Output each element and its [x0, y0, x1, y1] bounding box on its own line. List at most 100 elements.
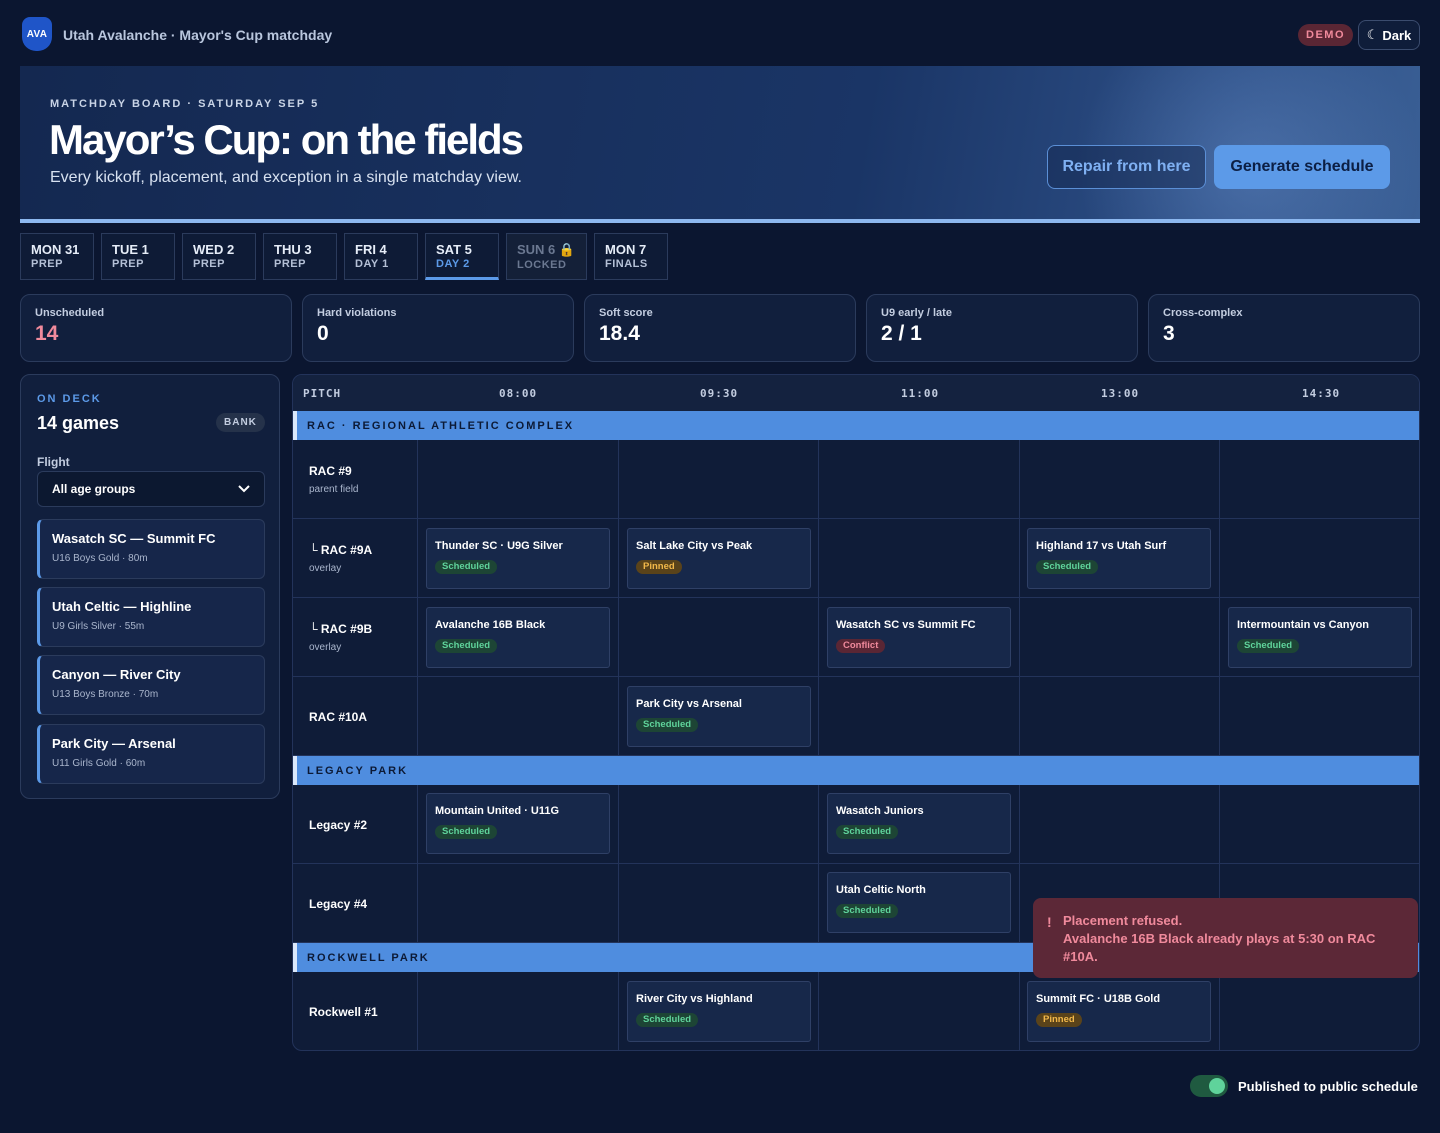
schedule-grid: PITCH 08:00 09:30 11:00 13:00 14:30 RAC …: [292, 374, 1420, 1051]
theme-toggle-button[interactable]: ☾ Dark: [1358, 20, 1420, 50]
club-logo: AVA: [22, 17, 52, 51]
toast-title: Placement refused.: [1063, 913, 1183, 928]
deck-count: 14 games: [37, 413, 120, 433]
stat-label: U9 early / late: [881, 307, 952, 319]
tab-sub: DAY 2: [436, 258, 470, 270]
tab-sub: FINALS: [605, 258, 648, 270]
deck-game-title: Wasatch SC — Summit FC: [52, 531, 216, 546]
status-badge: Scheduled: [636, 1013, 699, 1027]
pitch-row: └ RAC #9A overlay Thunder SC · U9G Silve…: [293, 519, 1419, 598]
deck-game-title: Utah Celtic — Highline: [52, 599, 192, 614]
section-legacy-park: LEGACY PARK: [293, 756, 1419, 785]
game-card[interactable]: Salt Lake City vs Peak Pinned: [627, 528, 811, 589]
toggle-knob: [1209, 1078, 1225, 1094]
flight-select[interactable]: All age groups: [37, 471, 265, 507]
game-card[interactable]: Mountain United · U11G Scheduled: [426, 793, 610, 854]
game-title: Mountain United · U11G: [435, 805, 560, 817]
game-card[interactable]: Wasatch Juniors Scheduled: [827, 793, 1011, 854]
tab-day: MON 7: [605, 242, 647, 257]
column-divider: [417, 411, 418, 1050]
deck-game-meta: U16 Boys Gold · 80m: [52, 553, 148, 564]
game-card[interactable]: Highland 17 vs Utah Surf Scheduled: [1027, 528, 1211, 589]
repair-from-here-button[interactable]: Repair from here: [1047, 145, 1206, 189]
publish-control: Published to public schedule: [1190, 1075, 1418, 1097]
game-card[interactable]: Summit FC · U18B Gold Pinned: [1027, 981, 1211, 1042]
game-card[interactable]: Intermountain vs Canyon Scheduled: [1228, 607, 1412, 668]
tab-day: THU 3: [274, 242, 312, 257]
status-badge: Scheduled: [1237, 639, 1300, 653]
deck-game-card[interactable]: Wasatch SC — Summit FC U16 Boys Gold · 8…: [37, 519, 265, 579]
deck-eyebrow: ON DECK: [37, 393, 102, 405]
app-title: Utah Avalanche · Mayor's Cup matchday: [63, 27, 333, 43]
toast-message: Avalanche 16B Black already plays at 5:3…: [1063, 931, 1376, 964]
tab-sat-5[interactable]: SAT 5 DAY 2: [425, 233, 499, 280]
publish-toggle[interactable]: [1190, 1075, 1228, 1097]
deck-game-meta: U9 Girls Silver · 55m: [52, 621, 145, 632]
theme-label: Dark: [1382, 27, 1412, 43]
time-header: 09:30: [700, 387, 739, 400]
pitch-label: └ RAC #9B overlay: [309, 622, 372, 653]
column-divider: [1019, 411, 1020, 1050]
time-header: 11:00: [901, 387, 940, 400]
pitch-label: RAC #9 parent field: [309, 464, 358, 495]
game-card[interactable]: Thunder SC · U9G Silver Scheduled: [426, 528, 610, 589]
deck-game-card[interactable]: Utah Celtic — Highline U9 Girls Silver ·…: [37, 587, 265, 647]
stat-label: Unscheduled: [35, 307, 105, 319]
deck-game-card[interactable]: Canyon — River City U13 Boys Bronze · 70…: [37, 655, 265, 715]
stat-label: Cross-complex: [1163, 307, 1243, 319]
game-card[interactable]: River City vs Highland Scheduled: [627, 981, 811, 1042]
pitch-label: Legacy #2: [309, 818, 367, 832]
publish-label: Published to public schedule: [1238, 1078, 1418, 1094]
tab-tue-1[interactable]: TUE 1 PREP: [101, 233, 175, 280]
pitch-column-header: PITCH: [303, 387, 342, 400]
pitch-row: RAC #9 parent field: [293, 440, 1419, 519]
page-subtitle: Every kickoff, placement, and exception …: [50, 169, 522, 186]
tab-day: FRI 4: [355, 242, 387, 257]
game-title: Avalanche 16B Black: [435, 619, 546, 631]
tab-wed-2[interactable]: WED 2 PREP: [182, 233, 256, 280]
status-badge: Scheduled: [435, 639, 498, 653]
pitch-name: Legacy #2: [309, 818, 368, 832]
chevron-down-icon: [238, 485, 250, 493]
game-card[interactable]: Utah Celtic North Scheduled: [827, 872, 1011, 933]
tab-mon-31[interactable]: MON 31 PREP: [20, 233, 94, 280]
deck-game-card[interactable]: Park City — Arsenal U11 Girls Gold · 60m: [37, 724, 265, 784]
flight-label: Flight: [37, 455, 70, 469]
game-card[interactable]: Avalanche 16B Black Scheduled: [426, 607, 610, 668]
game-card[interactable]: Wasatch SC vs Summit FC Conflict: [827, 607, 1011, 668]
status-badge: Scheduled: [435, 560, 498, 574]
status-badge: Scheduled: [836, 825, 899, 839]
stat-value: 3: [1163, 322, 1175, 345]
pitch-name: └ RAC #9A: [309, 543, 373, 557]
game-title: Utah Celtic North: [836, 884, 926, 896]
tab-thu-3[interactable]: THU 3 PREP: [263, 233, 337, 280]
deck-game-meta: U13 Boys Bronze · 70m: [52, 689, 159, 700]
pitch-label: RAC #10A: [309, 710, 367, 724]
lock-icon: 🔒: [558, 242, 576, 257]
game-card[interactable]: Park City vs Arsenal Scheduled: [627, 686, 811, 747]
game-title: Summit FC · U18B Gold: [1036, 993, 1161, 1005]
bank-badge: BANK: [216, 413, 265, 432]
tab-fri-4[interactable]: FRI 4 DAY 1: [344, 233, 418, 280]
time-header: 13:00: [1101, 387, 1140, 400]
stat-value: 2 / 1: [881, 322, 922, 345]
game-title: Intermountain vs Canyon: [1237, 619, 1370, 631]
game-title: Wasatch Juniors: [836, 805, 924, 817]
status-badge: Conflict: [836, 639, 886, 653]
tab-day: WED 2: [193, 242, 235, 257]
generate-schedule-button[interactable]: Generate schedule: [1214, 145, 1390, 189]
pitch-row: RAC #10A Park City vs Arsenal Scheduled: [293, 677, 1419, 756]
deck-game-meta: U11 Girls Gold · 60m: [52, 758, 146, 769]
tab-sub: PREP: [31, 258, 63, 270]
column-divider: [818, 411, 819, 1050]
stat-label: Soft score: [599, 307, 653, 319]
pitch-label: Rockwell #1: [309, 1005, 378, 1019]
status-badge: Scheduled: [435, 825, 498, 839]
stat-value: 14: [35, 322, 59, 345]
tab-day: TUE 1: [112, 242, 149, 257]
game-title: River City vs Highland: [636, 993, 753, 1005]
tab-sub: PREP: [274, 258, 306, 270]
tab-mon-7[interactable]: MON 7 FINALS: [594, 233, 668, 280]
column-divider: [1219, 411, 1220, 1050]
stat-cross-complex: Cross-complex 3: [1148, 294, 1420, 362]
